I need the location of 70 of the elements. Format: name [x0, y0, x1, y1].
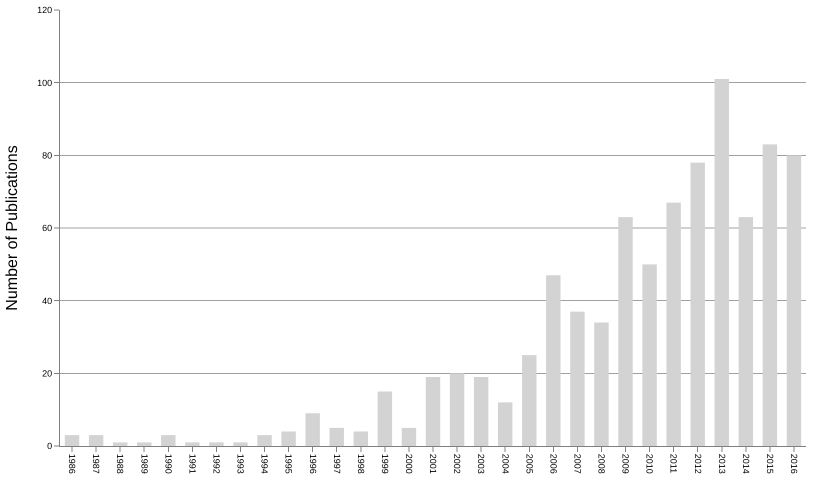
- bar: [64, 435, 80, 446]
- x-tick-label: 1987: [91, 454, 102, 474]
- bar: [786, 155, 802, 446]
- bar: [426, 376, 440, 446]
- bar: [618, 217, 633, 446]
- bar: [185, 442, 200, 446]
- x-tick-label: 2015: [764, 454, 775, 474]
- bar: [594, 322, 609, 446]
- x-tick-label: 1991: [187, 454, 198, 474]
- x-tick-label: 1986: [67, 454, 78, 474]
- y-axis-title: Number of Publications: [4, 145, 22, 311]
- bar: [402, 428, 416, 446]
- bar: [762, 144, 778, 446]
- bar: [281, 431, 296, 446]
- bar: [330, 428, 344, 446]
- bar: [474, 376, 488, 446]
- x-tick-label: 2006: [548, 454, 558, 474]
- x-tick-label: 2010: [644, 454, 655, 474]
- bar: [522, 355, 536, 446]
- y-tick-label: 60: [42, 223, 52, 234]
- bar: [690, 162, 705, 446]
- bar: [209, 442, 224, 446]
- x-tick-label: 1988: [115, 454, 126, 474]
- y-tick-label: 20: [42, 368, 52, 378]
- y-tick-label: 40: [42, 296, 52, 306]
- y-tick-label: 80: [42, 150, 52, 160]
- x-tick-label: 2011: [668, 454, 679, 474]
- x-tick-label: 1993: [236, 454, 246, 474]
- x-tick-label: 2003: [476, 454, 486, 474]
- x-tick-label: 2014: [740, 454, 751, 474]
- y-tick-label: 0: [47, 441, 52, 452]
- bar: [112, 442, 128, 446]
- x-tick-label: 2000: [404, 454, 414, 474]
- bar: [666, 202, 681, 446]
- bar: [88, 435, 104, 446]
- x-tick-label: 1996: [308, 454, 318, 474]
- bar: [570, 312, 585, 446]
- x-tick-label: 2013: [716, 454, 727, 474]
- x-tick-label: 1999: [380, 454, 390, 474]
- bar: [450, 373, 464, 446]
- x-tick-label: 1992: [211, 454, 222, 474]
- x-tick-label: 2008: [596, 454, 607, 474]
- x-tick-label: 2007: [572, 454, 582, 474]
- bar: [378, 392, 392, 446]
- bar: [305, 413, 320, 446]
- bar: [498, 402, 512, 446]
- x-tick-label: 1989: [139, 454, 150, 474]
- bar: [137, 442, 152, 446]
- bar: [257, 435, 272, 446]
- bar: [354, 431, 368, 446]
- bar: [546, 275, 561, 446]
- x-tick-label: 1997: [332, 454, 342, 474]
- y-tick-label: 100: [37, 78, 52, 88]
- x-tick-label: 2002: [452, 454, 462, 474]
- x-tick-label: 2012: [692, 454, 703, 474]
- x-tick-label: 2009: [620, 454, 631, 474]
- bar: [161, 435, 176, 446]
- x-tick-label: 1990: [163, 454, 174, 474]
- bar: [738, 217, 754, 446]
- x-tick-label: 2001: [428, 454, 438, 474]
- bar: [714, 79, 729, 446]
- x-tick-label: 2016: [789, 454, 800, 474]
- x-tick-label: 1995: [284, 454, 294, 474]
- bar: [642, 264, 657, 446]
- x-tick-label: 2004: [500, 454, 510, 474]
- x-tick-label: 2005: [524, 454, 534, 474]
- bar: [233, 442, 248, 446]
- x-tick-label: 1994: [260, 454, 270, 474]
- y-tick-label: 120: [37, 5, 52, 16]
- x-tick-label: 1998: [356, 454, 366, 474]
